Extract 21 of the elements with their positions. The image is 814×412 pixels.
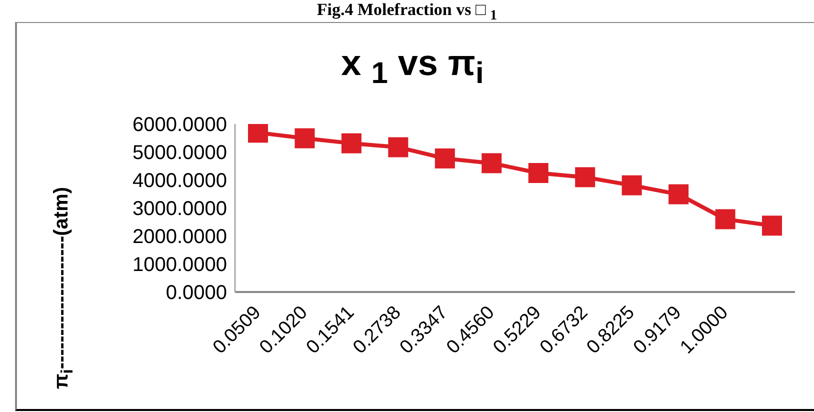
y-tick-label: 0.0000 xyxy=(166,282,227,304)
y-tick-label: 3000.0000 xyxy=(132,198,227,220)
point xyxy=(482,153,502,174)
point xyxy=(434,148,455,168)
caption: Fig.4 Molefraction vs □ $_{1}$ xyxy=(316,0,498,24)
y-tick-label: 4000.0000 xyxy=(132,170,227,192)
chart-title: x $_{1}$ vs π$_{i}$ xyxy=(340,42,485,92)
point xyxy=(248,124,268,143)
y-tick-label: 1000.0000 xyxy=(132,254,227,276)
point xyxy=(575,167,596,188)
point xyxy=(528,163,548,183)
point xyxy=(668,184,689,204)
point xyxy=(622,175,642,196)
point xyxy=(762,216,782,236)
y-tick-label: 2000.0000 xyxy=(132,226,227,248)
point xyxy=(715,209,736,230)
y-tick-label: 5000.0000 xyxy=(132,142,227,164)
point xyxy=(294,128,315,148)
y-tick-label: 6000.0000 xyxy=(132,114,227,136)
point xyxy=(341,133,362,154)
point xyxy=(388,137,408,158)
